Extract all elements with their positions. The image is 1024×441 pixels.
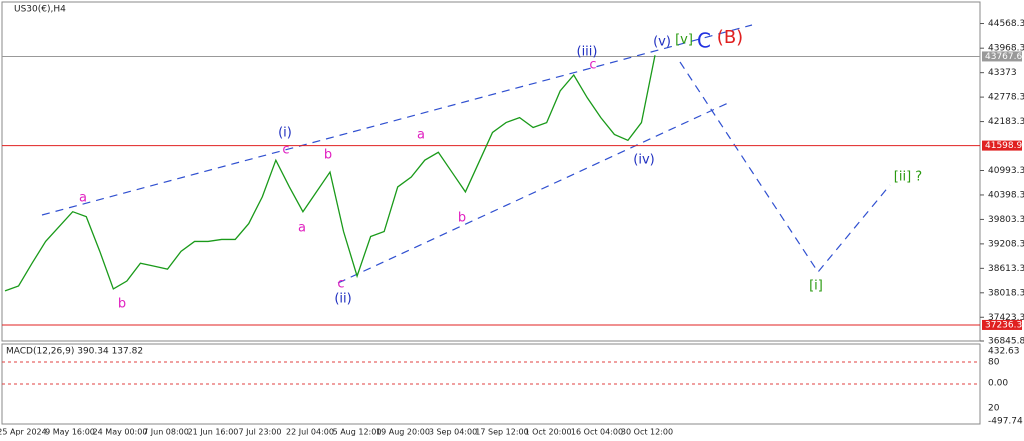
wave-label: (iv) xyxy=(633,153,654,168)
wave-label: a xyxy=(417,128,425,143)
price-label: 41598.9 xyxy=(985,141,1022,151)
x-tick-label: 9 May 16:00 xyxy=(45,428,95,437)
symbol-title: US30(€),H4 xyxy=(14,5,66,15)
wave-label: b xyxy=(458,211,466,226)
y-tick-label: 38018.3 xyxy=(988,288,1024,298)
x-tick-label: 24 May 00:00 xyxy=(93,428,148,437)
wave-label: (B) xyxy=(717,27,743,48)
channel-upper xyxy=(41,24,753,216)
price-label: 37236.3 xyxy=(985,320,1022,330)
x-tick-label: 1 Oct 20:00 xyxy=(524,428,571,437)
channel xyxy=(41,24,891,284)
x-tick-label: 30 Oct 12:00 xyxy=(621,428,673,437)
wave-label: c xyxy=(337,277,344,292)
wave-label: C xyxy=(697,29,711,53)
y-tick-label: 38613.3 xyxy=(988,264,1024,274)
x-tick-label: 7 Jul 23:00 xyxy=(239,428,282,437)
wave-label: b xyxy=(118,297,126,312)
macd-label: 432.63 xyxy=(988,347,1020,357)
y-tick-label: 43373 xyxy=(988,68,1017,78)
x-tick-label: 25 Apr 2024 xyxy=(0,428,47,437)
wave-label: [ii] ? xyxy=(894,170,922,185)
wave-label: [i] xyxy=(809,279,823,294)
x-tick-label: 16 Oct 04:00 xyxy=(571,428,623,437)
x-tick-label: 22 Jul 04:00 xyxy=(286,428,334,437)
macd-label: -497.74 xyxy=(988,417,1023,427)
wave-label: (v) xyxy=(653,35,671,50)
wave-label: c xyxy=(589,58,596,73)
price-line-series xyxy=(4,55,656,292)
macd-label: 80 xyxy=(988,358,1000,368)
x-tick-label: 7 Jun 08:00 xyxy=(143,428,189,437)
wave-label: a xyxy=(298,221,306,236)
wave-label: (i) xyxy=(278,126,292,141)
price-label: 43767.6 xyxy=(985,52,1022,62)
main-pane xyxy=(1,1,981,342)
wave-label: b xyxy=(324,148,332,163)
macd-label: 0.00 xyxy=(988,379,1008,389)
wave-label: [v] xyxy=(675,33,693,48)
projection xyxy=(679,61,891,274)
y-tick-label: 39208.3 xyxy=(988,239,1024,249)
wave-label: a xyxy=(79,191,87,206)
y-tick-label: 40398.3 xyxy=(988,190,1024,200)
y-tick-label: 43968.3 xyxy=(988,44,1024,54)
x-tick-label: 17 Sep 12:00 xyxy=(475,428,528,437)
macd-label: 20 xyxy=(988,404,1000,414)
x-tick-label: 5 Aug 12:00 xyxy=(333,428,382,437)
y-tick-label: 40993.3 xyxy=(988,166,1024,176)
y-tick-label: 42183.3 xyxy=(988,117,1024,127)
price-label-box xyxy=(982,319,1022,330)
x-tick-label: 19 Aug 20:00 xyxy=(376,428,430,437)
wave-label: (ii) xyxy=(334,292,351,307)
y-tick-label: 37423.3 xyxy=(988,313,1024,323)
x-tick-label: 3 Sep 04:00 xyxy=(429,428,477,437)
wave-label: c xyxy=(282,143,289,158)
channel-lower xyxy=(337,102,729,284)
price-label-box xyxy=(982,140,1022,151)
wave-label: (iii) xyxy=(577,45,598,60)
y-tick-label: 44568.3 xyxy=(988,19,1024,29)
price-label-box xyxy=(982,51,1022,62)
y-tick-label: 36845.8 xyxy=(988,337,1024,347)
macd-title: MACD(12,26,9) 390.34 137.82 xyxy=(6,347,143,357)
x-tick-label: 21 Jun 16:00 xyxy=(188,428,239,437)
y-tick-label: 42778.3 xyxy=(988,93,1024,103)
y-tick-label: 39803.3 xyxy=(988,215,1024,225)
